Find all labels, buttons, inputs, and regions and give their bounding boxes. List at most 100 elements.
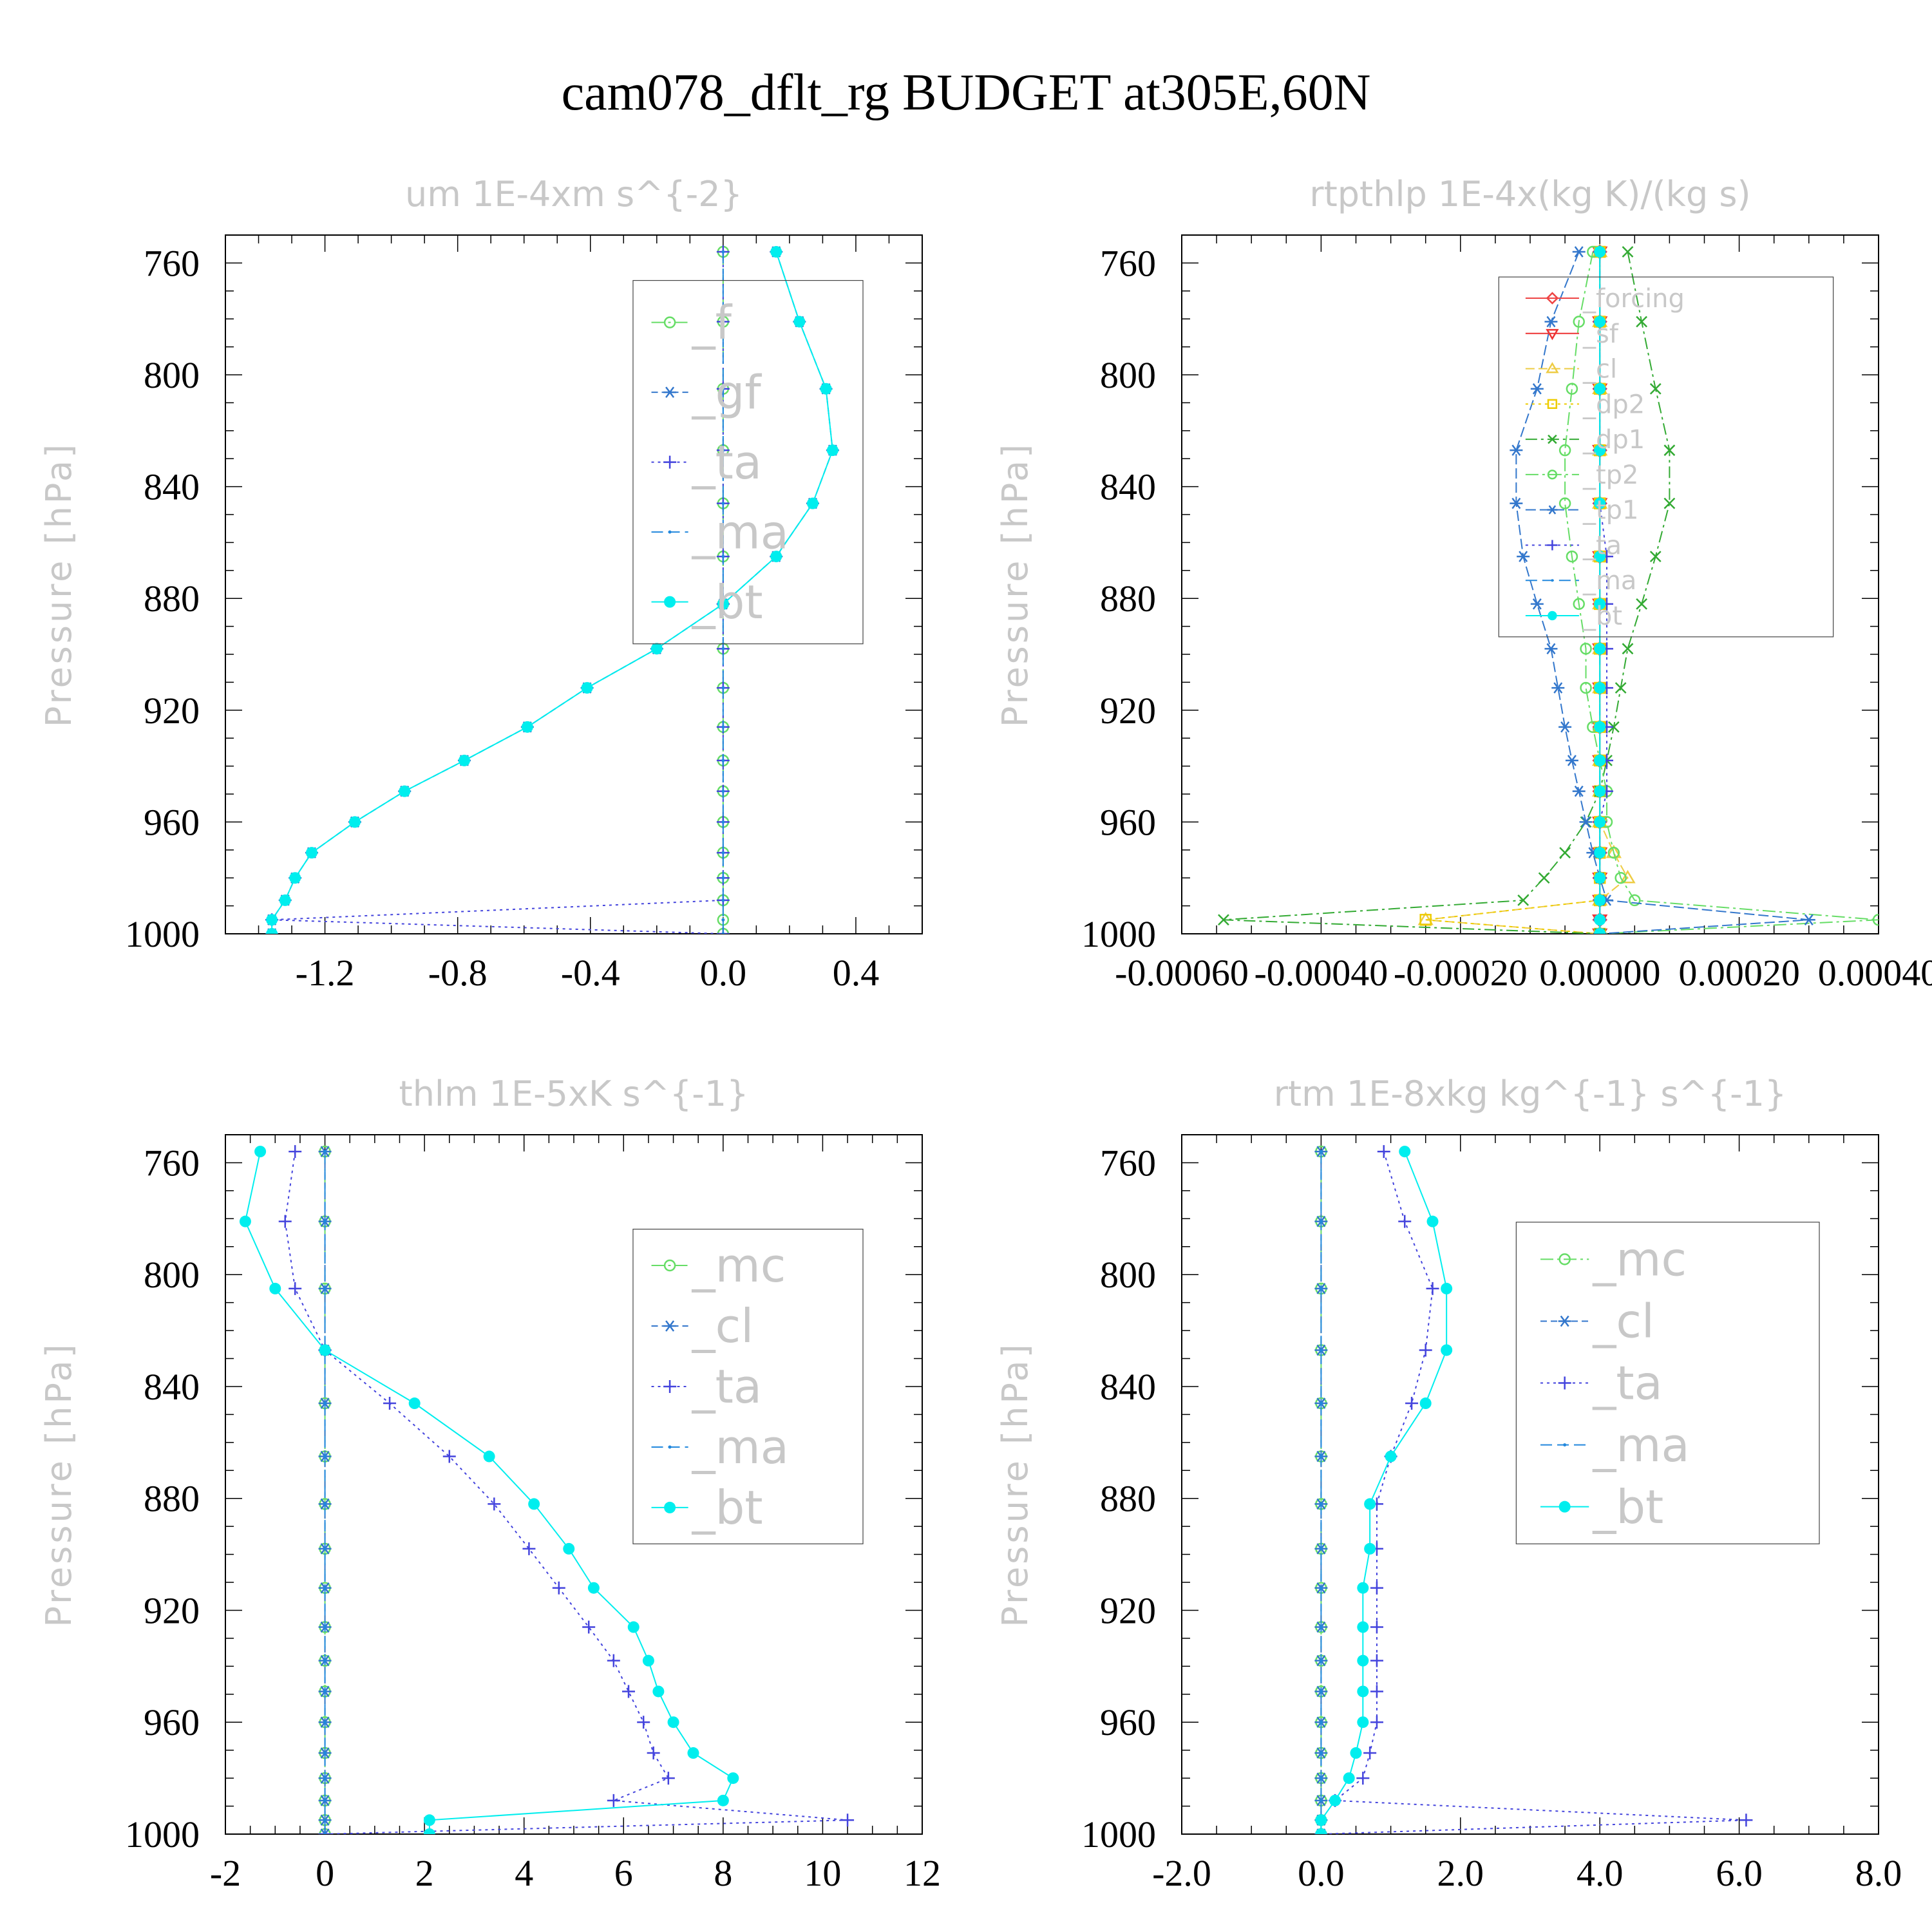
y-tick-label: 960 bbox=[1100, 801, 1156, 843]
legend-label-ta: _ta bbox=[1592, 1356, 1662, 1410]
data-point-ta bbox=[552, 1581, 565, 1595]
data-point-bt bbox=[348, 816, 361, 828]
y-tick-label: 920 bbox=[144, 1589, 200, 1631]
x-tick-label: 12 bbox=[904, 1852, 941, 1894]
data-point-ta bbox=[622, 1685, 636, 1698]
legend-label-ma: _ma bbox=[692, 505, 789, 559]
y-tick-label: 760 bbox=[1100, 242, 1156, 284]
legend-label-ma: _ma bbox=[1582, 566, 1636, 596]
figure-title: cam078_dflt_rg BUDGET at305E,60N bbox=[562, 64, 1371, 121]
data-point-bt bbox=[1441, 1344, 1453, 1356]
data-point-bt bbox=[770, 246, 782, 258]
data-point-ta bbox=[1370, 1581, 1383, 1595]
series-line-ta bbox=[1321, 1151, 1747, 1834]
data-point-tp2 bbox=[1580, 643, 1592, 655]
data-point-bt bbox=[1594, 551, 1606, 563]
data-point-tp1 bbox=[1558, 721, 1572, 733]
data-point-dp1 bbox=[1607, 721, 1620, 733]
data-point-tp1 bbox=[1802, 914, 1815, 926]
data-point-bt bbox=[289, 872, 301, 884]
data-point-tp2 bbox=[1558, 497, 1571, 509]
data-point-bt bbox=[1357, 1654, 1369, 1667]
legend-marker-forcing bbox=[1546, 292, 1559, 305]
data-point-ma bbox=[1319, 1401, 1323, 1405]
data-point-ma bbox=[721, 932, 725, 934]
data-point-bt bbox=[1594, 246, 1606, 258]
data-point-bt bbox=[1594, 847, 1606, 859]
data-point-dp1 bbox=[1517, 895, 1530, 906]
x-tick-label: -0.00060 bbox=[1115, 952, 1249, 994]
series-group bbox=[265, 245, 839, 934]
legend-marker-ta bbox=[663, 455, 677, 469]
data-point-bt bbox=[408, 1397, 421, 1410]
y-tick-label: 960 bbox=[144, 801, 200, 843]
y-tick-label: 760 bbox=[144, 242, 200, 284]
legend-marker-mc bbox=[663, 1259, 676, 1272]
x-tick-label: -0.4 bbox=[561, 952, 620, 994]
series-line-bt bbox=[1320, 1151, 1448, 1834]
y-tick-label: 920 bbox=[144, 690, 200, 732]
y-tick-label: 800 bbox=[144, 1254, 200, 1296]
data-point-bt bbox=[1594, 682, 1606, 694]
data-point-ma bbox=[721, 647, 725, 650]
legend-marker-gf bbox=[663, 386, 677, 398]
y-tick-label: 840 bbox=[1100, 466, 1156, 508]
x-tick-label: 6 bbox=[614, 1852, 633, 1894]
legend-label-tp2: _tp2 bbox=[1582, 460, 1639, 490]
y-tick-label: 920 bbox=[1100, 1589, 1156, 1631]
y-tick-label: 960 bbox=[144, 1701, 200, 1743]
x-tick-label: 2.0 bbox=[1437, 1852, 1484, 1894]
data-point-ma bbox=[323, 1659, 327, 1663]
series-line-tp1 bbox=[1515, 251, 1809, 934]
data-point-bt bbox=[1441, 1282, 1453, 1294]
data-point-ta bbox=[582, 1620, 596, 1634]
data-point-bt bbox=[820, 383, 832, 395]
plot-frame bbox=[225, 1134, 923, 1835]
legend-marker-tp2 bbox=[1547, 469, 1558, 480]
data-point-bt bbox=[458, 754, 470, 766]
y-tick-label: 840 bbox=[144, 466, 200, 508]
series-line-bt bbox=[244, 1151, 734, 1834]
legend-label-forcing: _forcing bbox=[1582, 284, 1685, 314]
x-tick-label: 0.0 bbox=[1298, 1852, 1345, 1894]
data-point-ma bbox=[323, 1586, 327, 1590]
series-group bbox=[1314, 1145, 1753, 1834]
legend: _mc _cl _ta _ma _bt bbox=[632, 1229, 864, 1544]
data-point-ma bbox=[1319, 1348, 1323, 1352]
legend-box bbox=[1515, 1222, 1820, 1544]
data-point-ma bbox=[1319, 1625, 1323, 1629]
data-point-bt bbox=[528, 1498, 540, 1510]
y-tick-label: 1000 bbox=[1081, 913, 1156, 955]
y-axis-label: Pressure [hPa] bbox=[39, 442, 79, 727]
data-point-tp2 bbox=[1872, 914, 1879, 926]
y-tick-label: 880 bbox=[1100, 578, 1156, 620]
y-tick-label: 880 bbox=[1100, 1478, 1156, 1520]
data-point-ta bbox=[1356, 1772, 1370, 1785]
data-point-bt bbox=[1594, 914, 1606, 926]
data-point-dp1 bbox=[1559, 847, 1571, 859]
data-point-dp1 bbox=[1622, 643, 1634, 655]
y-tick-label: 800 bbox=[1100, 354, 1156, 396]
data-point-ma bbox=[721, 898, 725, 902]
data-point-ma bbox=[1319, 1287, 1323, 1291]
data-point-dp1 bbox=[1636, 598, 1648, 610]
data-point-ma bbox=[1319, 1455, 1323, 1459]
legend-label-f: _f bbox=[692, 296, 733, 350]
data-point-tp1 bbox=[1544, 316, 1558, 328]
legend-label-bt: _bt bbox=[1582, 601, 1622, 631]
data-point-tp1 bbox=[1530, 383, 1544, 395]
data-point-tp2 bbox=[1558, 444, 1571, 457]
data-point-tp1 bbox=[1517, 551, 1530, 562]
data-point-ma bbox=[323, 1776, 327, 1780]
series-line-ta bbox=[284, 1151, 848, 1834]
data-point-dp1 bbox=[1615, 682, 1627, 694]
data-point-ma bbox=[1319, 1689, 1323, 1693]
data-point-ta bbox=[1419, 1343, 1432, 1357]
x-tick-label: 4 bbox=[515, 1852, 533, 1894]
legend-label-ta: _ta bbox=[692, 435, 762, 489]
data-point-bt bbox=[652, 1685, 665, 1698]
data-point-bt bbox=[305, 847, 317, 859]
data-point-ma bbox=[1319, 1586, 1323, 1590]
legend-marker-cl_line bbox=[1558, 1315, 1571, 1327]
data-point-ma bbox=[721, 250, 725, 254]
